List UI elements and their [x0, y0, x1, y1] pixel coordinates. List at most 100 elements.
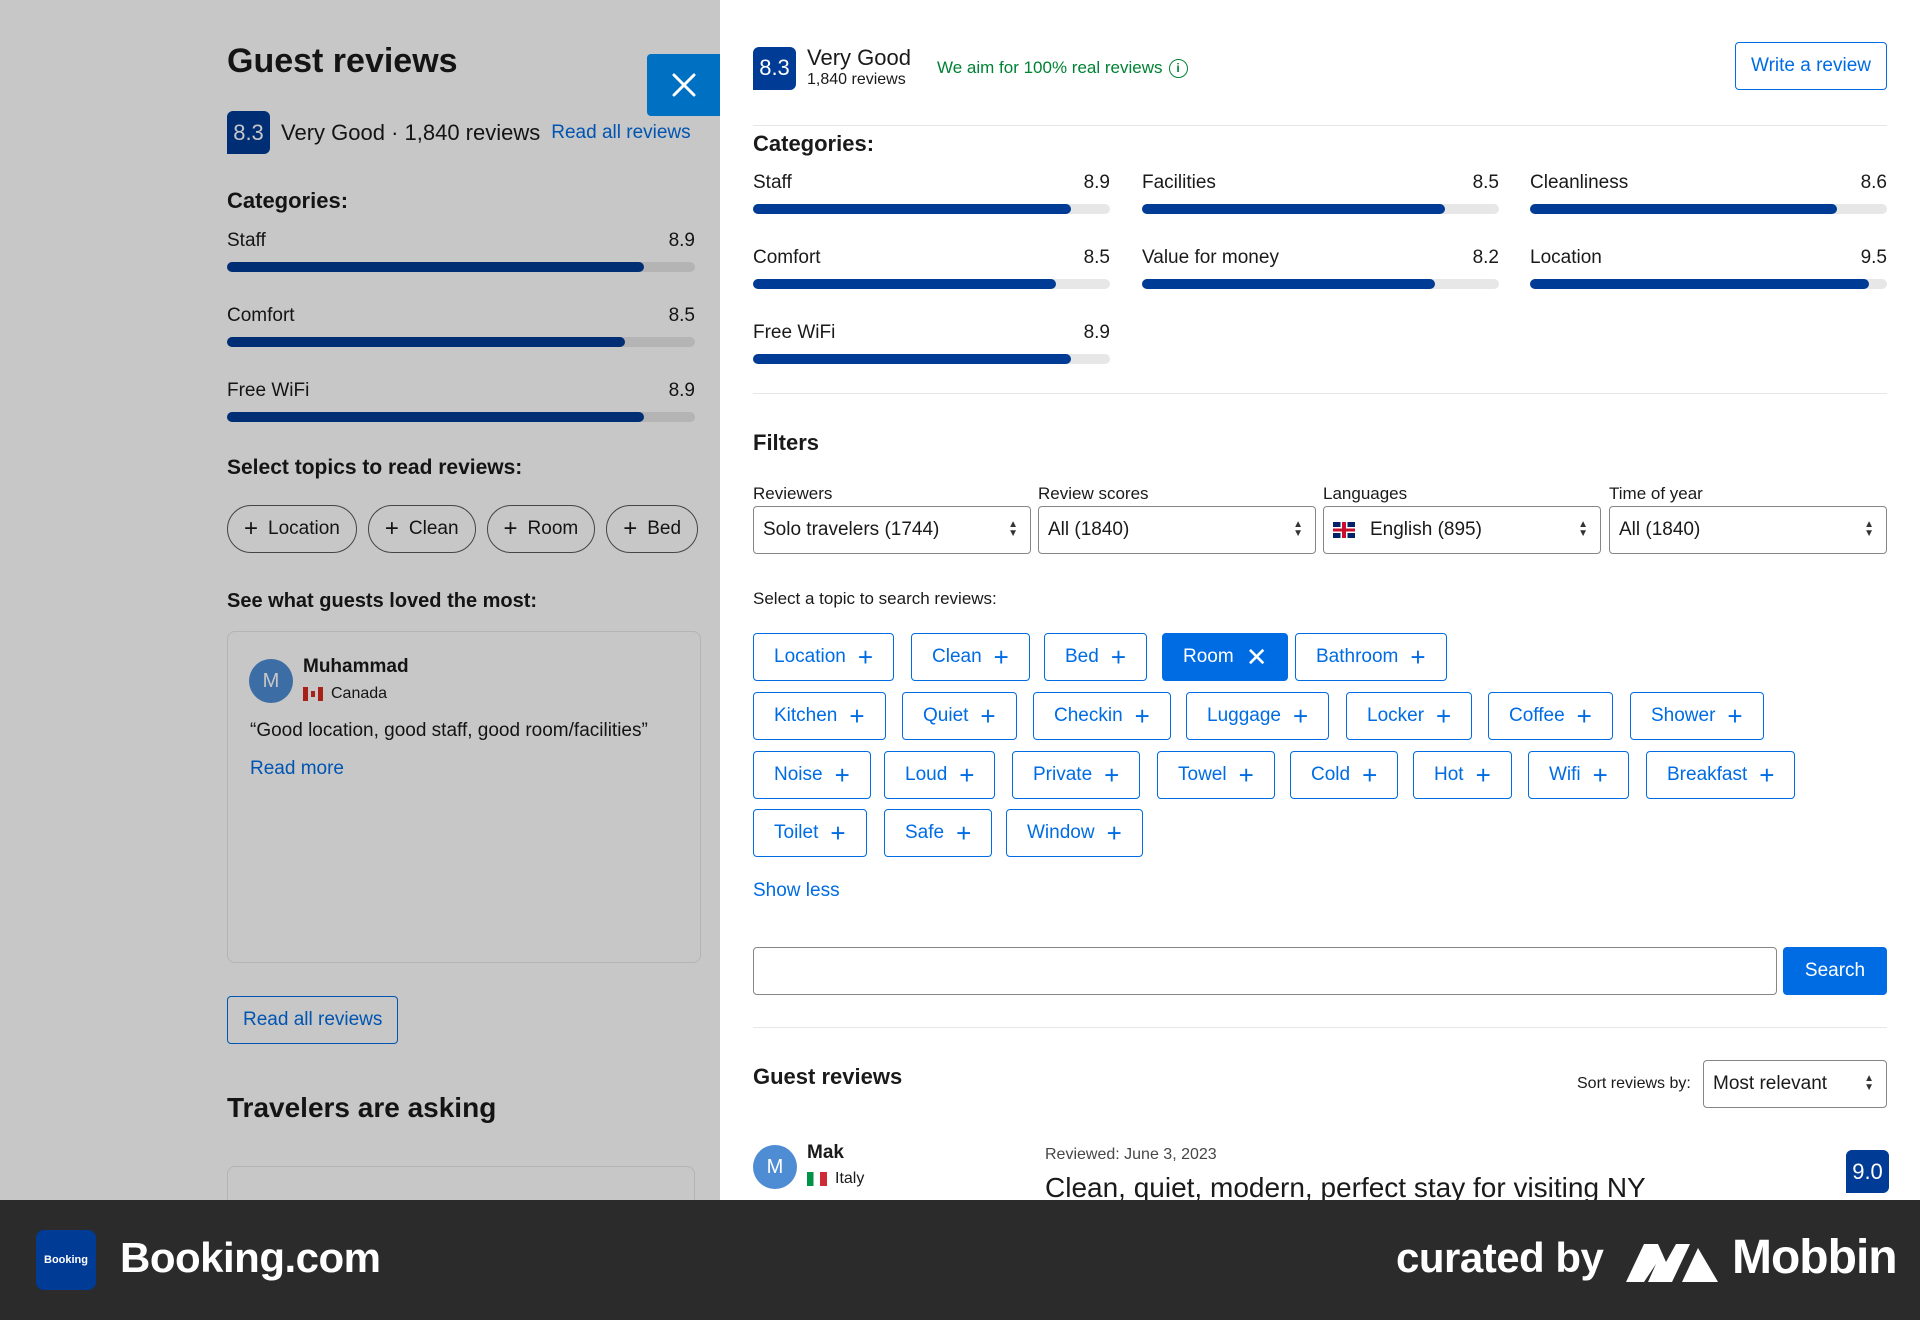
topic-prompt: Select a topic to search reviews: [753, 589, 997, 608]
select-arrows-icon: ▲ ▼ [1578, 519, 1588, 539]
category-facilities: Facilities 8.5 [1142, 172, 1499, 214]
category-label: Free WiFi [227, 380, 310, 401]
category-score: 9.5 [1860, 247, 1887, 268]
topic-chip-checkin[interactable]: Checkin + [1033, 692, 1171, 740]
real-reviews-note[interactable]: We aim for 100% real reviews i [937, 58, 1188, 78]
topic-chip-towel[interactable]: Towel + [1157, 751, 1275, 799]
category-bar [753, 354, 1110, 364]
app-name: Booking.com [120, 1234, 381, 1281]
topic-chip-quiet[interactable]: Quiet + [902, 692, 1017, 740]
canada-flag-icon [303, 687, 323, 701]
select-arrows-icon: ▲ ▼ [1864, 519, 1874, 539]
bg-category-staff: Staff 8.9 [227, 230, 695, 272]
bg-topic-chip[interactable]: + Location [227, 505, 357, 553]
plus-icon: + [857, 642, 874, 672]
topic-chip-locker[interactable]: Locker + [1346, 692, 1473, 740]
chip-label: Room [527, 518, 579, 539]
topic-chip-breakfast[interactable]: Breakfast + [1646, 751, 1796, 799]
plus-icon: + [623, 515, 638, 542]
divider [753, 393, 1887, 394]
chip-label: Breakfast [1667, 764, 1748, 785]
category-bar [227, 337, 695, 347]
reviewers-select[interactable]: Solo travelers (1744) ▲ ▼ [753, 506, 1031, 554]
chip-label: Shower [1651, 705, 1716, 726]
bg-category-free-wifi: Free WiFi 8.9 [227, 380, 695, 422]
topic-chip-location[interactable]: Location + [753, 633, 895, 681]
bg-topic-chip[interactable]: + Bed [606, 505, 699, 553]
review-score-badge: 9.0 [1846, 1150, 1889, 1193]
bg-question-card[interactable] [227, 1166, 695, 1200]
review-quote: “Good location, good staff, good room/fa… [250, 720, 648, 741]
category-bar [1142, 204, 1499, 214]
curated-by-label: curated by [1396, 1234, 1604, 1281]
sort-select[interactable]: Most relevant ▲ ▼ [1703, 1060, 1887, 1108]
review-search-input[interactable] [753, 947, 1777, 995]
category-label: Value for money [1142, 247, 1279, 268]
topic-chip-clean[interactable]: Clean + [911, 633, 1030, 681]
select-value: Most relevant [1713, 1073, 1828, 1094]
category-bar-fill [227, 412, 644, 422]
topic-chip-luggage[interactable]: Luggage + [1186, 692, 1330, 740]
topic-chip-bed[interactable]: Bed + [1044, 633, 1147, 681]
category-bar [1142, 279, 1499, 289]
select-value: All (1840) [1048, 519, 1130, 540]
review-scores-select[interactable]: All (1840) ▲ ▼ [1038, 506, 1316, 554]
topic-chip-private[interactable]: Private + [1012, 751, 1141, 799]
filter-label-reviewers: Reviewers [753, 484, 833, 503]
bg-topic-chip[interactable]: + Clean [367, 505, 476, 553]
chip-label: Bed [647, 518, 682, 539]
topic-chip-loud[interactable]: Loud + [884, 751, 996, 799]
category-label: Cleanliness [1530, 172, 1629, 193]
bg-review-card: M Muhammad Canada “Good location, good s… [227, 631, 701, 963]
category-score: 8.6 [1860, 172, 1887, 193]
read-more-link[interactable]: Read more [250, 758, 344, 779]
bg-score-row: 8.3 Very Good · 1,840 reviews Read all r… [227, 111, 691, 154]
category-bar-fill [227, 262, 644, 272]
close-icon: ✕ [1245, 642, 1268, 672]
languages-select[interactable]: English (895) ▲ ▼ [1323, 506, 1601, 554]
bg-read-all-link[interactable]: Read all reviews [551, 121, 691, 143]
topic-chip-cold[interactable]: Cold + [1290, 751, 1399, 799]
chip-label: Towel [1178, 764, 1227, 785]
topic-chip-hot[interactable]: Hot + [1413, 751, 1512, 799]
background-page: Guest reviews 8.3 Very Good · 1,840 revi… [0, 0, 720, 1200]
topic-chip-toilet[interactable]: Toilet + [753, 809, 867, 857]
booking-logo: Booking [36, 1230, 96, 1290]
country-label: Canada [331, 685, 388, 702]
info-icon[interactable]: i [1168, 58, 1188, 78]
modal-overlay[interactable] [0, 0, 720, 1200]
bg-read-all-button[interactable]: Read all reviews [227, 996, 399, 1044]
topic-chip-wifi[interactable]: Wifi + [1528, 751, 1629, 799]
reviewer-name: Muhammad [303, 656, 409, 677]
plus-icon: + [1576, 701, 1592, 731]
category-bar-fill [1530, 204, 1838, 214]
topic-chip-noise[interactable]: Noise + [753, 751, 871, 799]
bg-topic-chip[interactable]: + Room [486, 505, 596, 553]
plus-icon: + [830, 818, 846, 848]
bg-loved-heading: See what guests loved the most: [227, 590, 538, 612]
write-review-button[interactable]: Write a review [1734, 42, 1887, 90]
close-button[interactable] [647, 54, 720, 116]
topic-chip-window[interactable]: Window + [1006, 809, 1143, 857]
topic-chip-shower[interactable]: Shower + [1630, 692, 1764, 740]
category-label: Location [1530, 247, 1602, 268]
topic-chip-bathroom[interactable]: Bathroom + [1295, 633, 1447, 681]
topic-chip-coffee[interactable]: Coffee + [1488, 692, 1613, 740]
chip-label: Luggage [1207, 705, 1281, 726]
category-label: Facilities [1142, 172, 1216, 193]
plus-icon: + [1104, 760, 1120, 790]
topic-chip-kitchen[interactable]: Kitchen + [753, 692, 886, 740]
chip-label: Kitchen [774, 705, 838, 726]
search-button[interactable]: Search [1783, 947, 1887, 995]
topic-chip-room[interactable]: Room ✕ [1162, 633, 1289, 681]
chip-label: Hot [1434, 764, 1464, 785]
topic-chip-safe[interactable]: Safe + [884, 809, 993, 857]
show-less-link[interactable]: Show less [753, 880, 840, 901]
chip-label: Room [1183, 646, 1234, 667]
category-bar-fill [227, 337, 625, 347]
review-title: Clean, quiet, modern, perfect stay for v… [1045, 1172, 1646, 1200]
time-of-year-select[interactable]: All (1840) ▲ ▼ [1609, 506, 1887, 554]
italy-flag-icon [807, 1172, 827, 1186]
plus-icon: + [1759, 760, 1775, 790]
chip-label: Cold [1311, 764, 1351, 785]
